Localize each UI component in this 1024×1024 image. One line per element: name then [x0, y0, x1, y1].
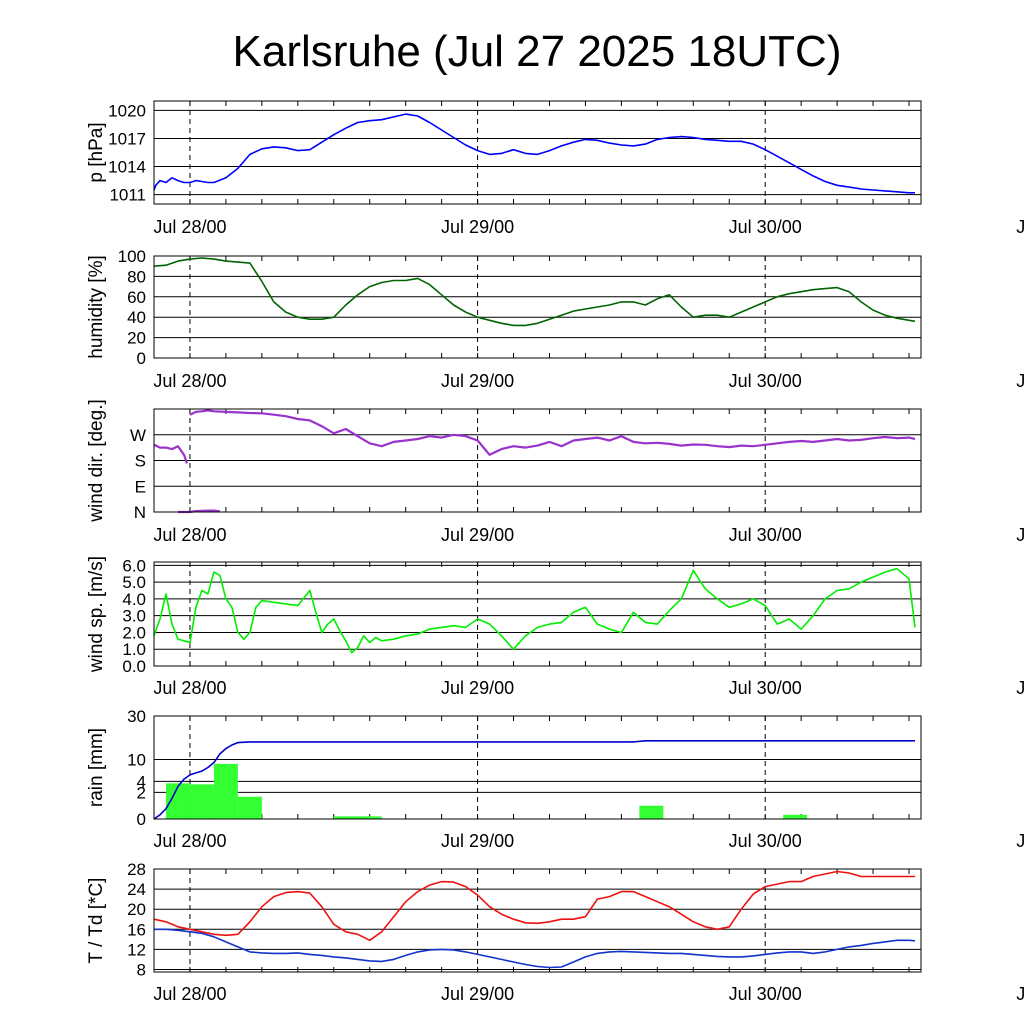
series-line-2 [153, 739, 915, 820]
y-tick-label: 0.0 [122, 657, 146, 676]
x-tick-label: Jul 28/00 [153, 217, 226, 237]
y-tick-label: 24 [127, 880, 146, 899]
x-tick-label: Jul 29/00 [441, 678, 514, 698]
rain-bar [783, 814, 808, 819]
x-tick-label: Jul 31/00 [1016, 984, 1024, 1004]
plot-frame [153, 561, 922, 667]
y-tick-label: 2 [137, 783, 146, 802]
x-tick-label: Jul 29/00 [441, 217, 514, 237]
y-tick-label: 80 [127, 267, 146, 286]
x-tick-label: Jul 29/00 [441, 831, 514, 851]
plot-frame [153, 868, 922, 973]
rain-bar [165, 783, 190, 819]
x-tick-label: Jul 28/00 [153, 525, 226, 545]
x-tick-label: Jul 31/00 [1016, 678, 1024, 698]
y-tick-label: 1011 [109, 186, 146, 205]
rain-bar [189, 784, 214, 819]
chart-title: Karlsruhe (Jul 27 2025 18UTC) [233, 27, 842, 76]
x-tick-label: Jul 28/00 [153, 371, 226, 391]
y-tick-label: 30 [127, 707, 146, 726]
y-tick-label: 10 [127, 751, 146, 770]
y-tick-label: 6.0 [122, 556, 146, 575]
y-axis-label: p [hPa] [86, 122, 107, 182]
y-axis-label: T / Td [*C] [86, 878, 107, 964]
rain-bar [237, 796, 262, 819]
y-tick-label: 1014 [108, 158, 146, 177]
x-tick-label: Jul 29/00 [441, 525, 514, 545]
x-tick-label: Jul 31/00 [1016, 217, 1024, 237]
x-tick-label: Jul 30/00 [729, 525, 802, 545]
wind-direction-line [189, 409, 916, 456]
y-axis-label: rain [mm] [86, 728, 107, 807]
x-tick-label: Jul 30/00 [729, 984, 802, 1004]
x-tick-label: Jul 29/00 [441, 984, 514, 1004]
x-tick-label: Jul 28/00 [153, 984, 226, 1004]
y-tick-label: N [134, 503, 146, 522]
y-axis-label: wind dir. [deg.] [86, 399, 107, 523]
series-line-2 [154, 928, 916, 969]
y-tick-label: S [135, 452, 146, 471]
x-tick-label: Jul 29/00 [441, 371, 514, 391]
x-tick-label: Jul 30/00 [729, 678, 802, 698]
y-tick-label: 8 [137, 960, 146, 979]
plot-frame [153, 715, 922, 820]
series-line-1 [153, 870, 915, 942]
plot-frame [153, 255, 922, 359]
panel-5: 0 24 10 30 rain [mm] Jul 28/00 Jul 29/00 Jul 30… [86, 707, 1024, 851]
wind-direction-line [153, 443, 189, 464]
series-line-1 [153, 113, 915, 194]
y-tick-label: E [135, 477, 146, 496]
y-axis-label: wind sp. [m/s] [86, 556, 107, 673]
rain-bar [333, 816, 382, 819]
y-tick-label: 4 [137, 772, 146, 791]
y-tick-label: 40 [127, 308, 146, 327]
y-tick-label: 5.0 [122, 573, 146, 592]
y-tick-label: 0 [137, 810, 146, 829]
rain-bar [213, 763, 238, 819]
y-tick-label: 1017 [108, 129, 146, 148]
panel-4: 0.01.02.03.04.05.06.0 wind sp. [m/s] Jul 2… [86, 556, 1024, 698]
x-tick-label: Jul 31/00 [1016, 831, 1024, 851]
y-tick-label: 16 [127, 920, 146, 939]
x-tick-label: Jul 31/00 [1016, 371, 1024, 391]
plot-frame [153, 408, 922, 513]
y-tick-label: 100 [118, 247, 146, 266]
x-tick-label: Jul 30/00 [729, 217, 802, 237]
rain-bar [639, 805, 664, 819]
y-tick-label: 28 [127, 860, 146, 879]
y-tick-label: 12 [127, 940, 146, 959]
y-tick-label: 3.0 [122, 607, 146, 626]
x-tick-label: Jul 28/00 [153, 831, 226, 851]
x-tick-label: Jul 30/00 [729, 371, 802, 391]
series-line-1 [153, 257, 916, 327]
y-tick-label: 0 [137, 349, 146, 368]
series-line-1 [153, 567, 916, 654]
y-axis-label: humidity [%] [86, 255, 107, 358]
x-tick-label: Jul 31/00 [1016, 525, 1024, 545]
x-tick-label: Jul 28/00 [153, 678, 226, 698]
y-tick-label: 20 [127, 329, 146, 348]
y-tick-label: 20 [127, 900, 146, 919]
y-tick-label: W [130, 426, 146, 445]
y-tick-label: 1.0 [122, 640, 146, 659]
y-tick-label: 2.0 [122, 623, 146, 642]
x-tick-label: Jul 30/00 [729, 831, 802, 851]
y-tick-label: 4.0 [122, 590, 146, 609]
y-tick-label: 1020 [108, 101, 146, 120]
plot-frame [153, 100, 922, 205]
y-tick-label: 60 [127, 288, 146, 307]
